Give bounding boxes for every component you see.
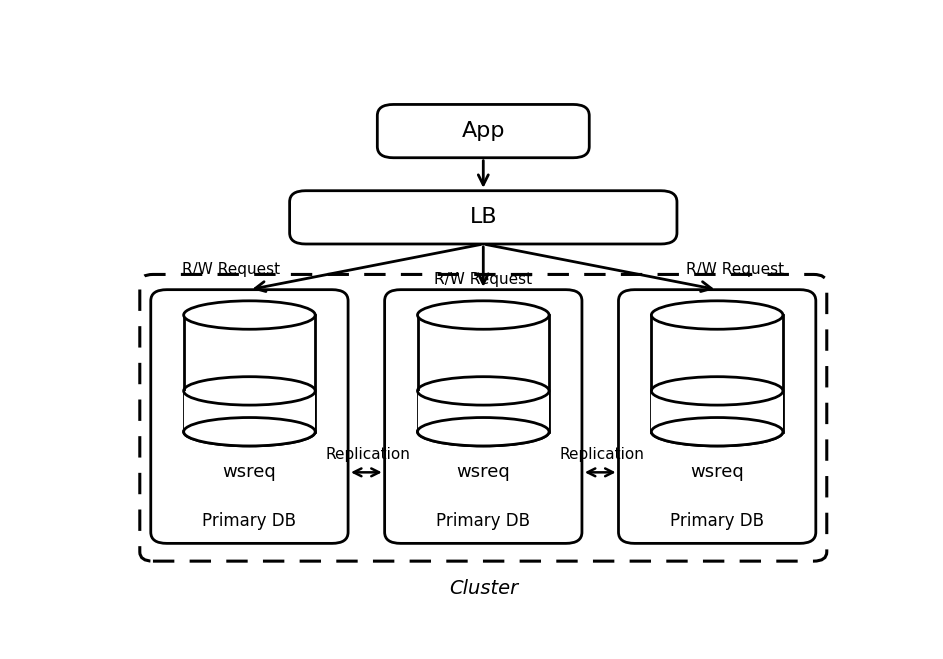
FancyBboxPatch shape — [619, 290, 816, 544]
Text: Primary DB: Primary DB — [670, 511, 764, 530]
Ellipse shape — [652, 301, 783, 330]
FancyBboxPatch shape — [290, 190, 677, 244]
FancyBboxPatch shape — [151, 290, 348, 544]
Text: Cluster: Cluster — [449, 579, 518, 598]
Ellipse shape — [184, 418, 315, 446]
Text: R/W Request: R/W Request — [434, 272, 533, 287]
Ellipse shape — [418, 418, 549, 446]
Text: App: App — [461, 121, 505, 141]
Ellipse shape — [184, 418, 315, 446]
Polygon shape — [652, 315, 783, 432]
FancyBboxPatch shape — [140, 274, 827, 561]
Text: R/W Request: R/W Request — [182, 262, 280, 277]
FancyBboxPatch shape — [385, 290, 582, 544]
Ellipse shape — [418, 301, 549, 330]
Text: wsreq: wsreq — [690, 463, 744, 481]
Ellipse shape — [184, 301, 315, 330]
Text: Replication: Replication — [559, 447, 644, 462]
Text: wsreq: wsreq — [223, 463, 276, 481]
Text: wsreq: wsreq — [456, 463, 510, 481]
Ellipse shape — [418, 418, 549, 446]
Text: R/W Request: R/W Request — [687, 262, 785, 277]
Ellipse shape — [652, 418, 783, 446]
Text: LB: LB — [470, 208, 497, 227]
Ellipse shape — [652, 418, 783, 446]
Polygon shape — [418, 391, 549, 432]
Text: Primary DB: Primary DB — [437, 511, 530, 530]
Polygon shape — [652, 391, 783, 432]
FancyBboxPatch shape — [377, 105, 589, 158]
Text: Replication: Replication — [325, 447, 410, 462]
Text: Primary DB: Primary DB — [203, 511, 296, 530]
Polygon shape — [418, 315, 549, 432]
Polygon shape — [184, 315, 315, 432]
Polygon shape — [184, 391, 315, 432]
